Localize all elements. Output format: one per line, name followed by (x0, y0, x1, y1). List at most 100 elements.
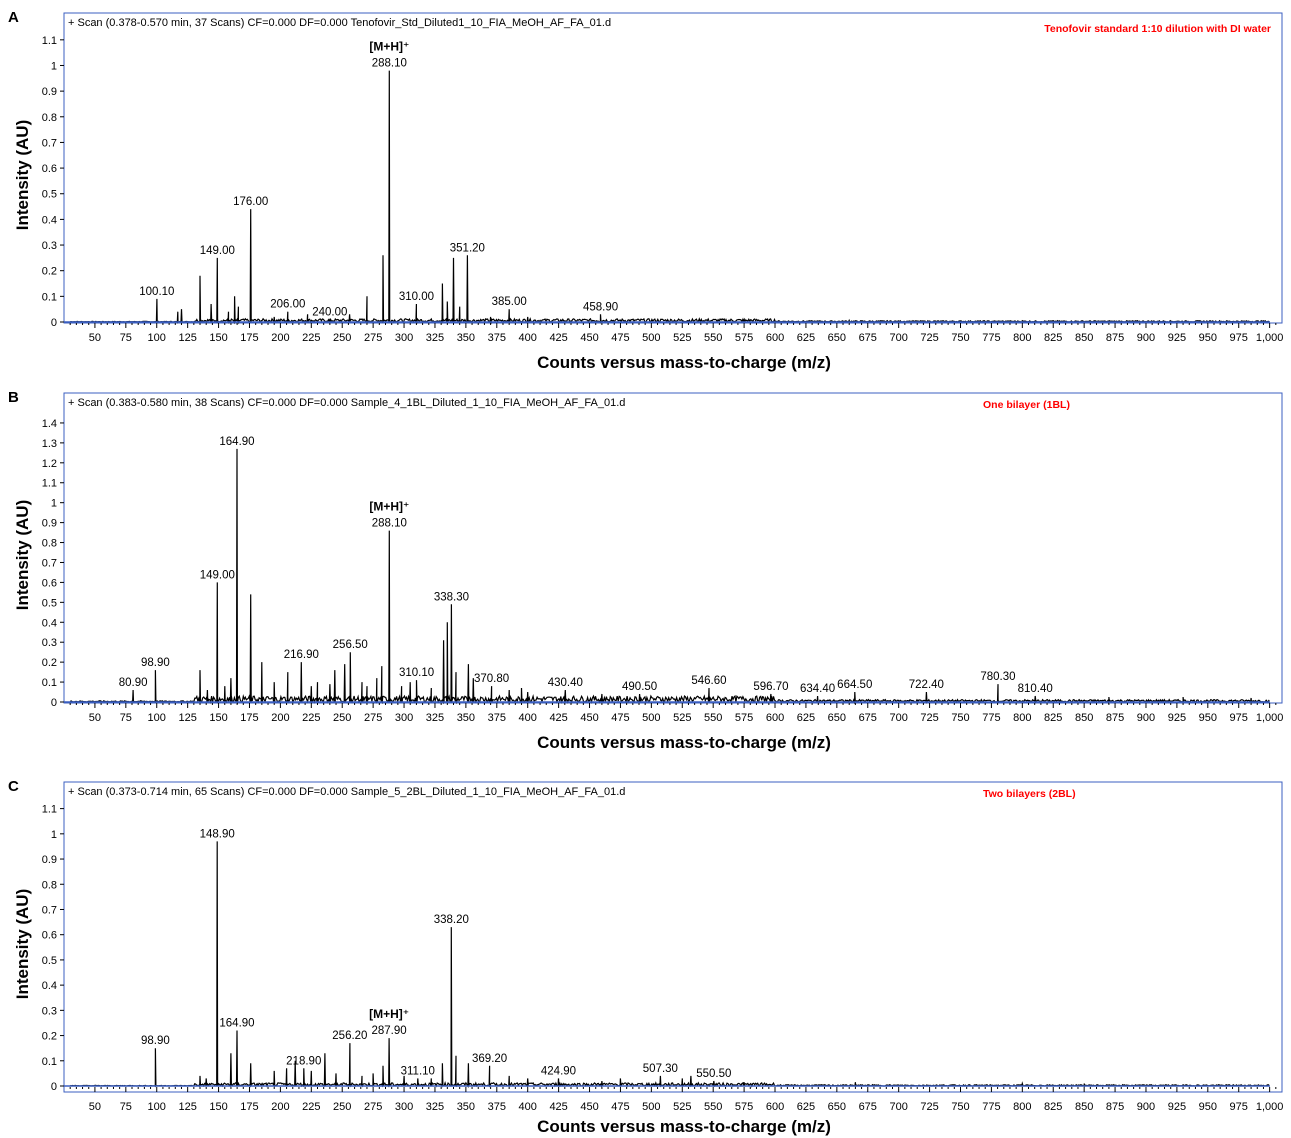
y-tick-label: 0.3 (42, 240, 57, 252)
x-tick-label: 975 (1230, 332, 1248, 344)
peak-label: 218.90 (286, 1055, 321, 1067)
x-ticks-b: 50 75 100 125 150 175 200 225 250 275 300 325 350 375… (69, 703, 1284, 724)
x-tick-label: 350 (457, 332, 475, 344)
peak-label: 310.00 (399, 291, 434, 303)
scan-header-b: + Scan (0.383-0.580 min, 38 Scans) CF=0.… (68, 397, 625, 409)
x-tick-label: 375 (488, 712, 506, 724)
y-tick-label: 0.4 (42, 617, 57, 629)
y-tick-label: 0.7 (42, 557, 57, 569)
x-tick-label: 450 (580, 1101, 598, 1113)
x-tick-label: 475 (611, 712, 629, 724)
x-tick-label: 625 (797, 712, 815, 724)
x-tick-label: 275 (364, 332, 382, 344)
panel-letter-c: C (8, 778, 19, 795)
y-tick-label: 0.3 (42, 637, 57, 649)
y-tick-label: 1.1 (42, 478, 57, 490)
x-tick-label: 350 (457, 1101, 475, 1113)
x-tick-label: 225 (302, 712, 320, 724)
x-tick-label: 600 (766, 712, 784, 724)
x-tick-label: 300 (395, 332, 413, 344)
x-tick-label: 625 (797, 1101, 815, 1113)
ion-label-a: [M+H]⁺ (369, 40, 409, 54)
x-tick-label: 975 (1230, 712, 1248, 724)
peak-label: 148.90 (200, 828, 235, 840)
y-tick-label: 0.9 (42, 518, 57, 530)
x-tick-label: 850 (1075, 712, 1093, 724)
x-tick-label: 750 (951, 332, 969, 344)
x-tick-label: 450 (580, 712, 598, 724)
y-tick-label: 0 (51, 697, 57, 709)
y-tick-label: 0.1 (42, 291, 57, 303)
peak-label: 490.50 (622, 681, 657, 693)
y-tick-label: 0.4 (42, 980, 57, 992)
panel-b: B + Scan (0.383-0.580 min, 38 Scans) CF=… (8, 389, 1283, 752)
peak-label: 369.20 (472, 1053, 507, 1065)
x-tick-label: 875 (1106, 1101, 1124, 1113)
x-tick-label: 675 (859, 712, 877, 724)
x-axis-label-c: Counts versus mass-to-charge (m/z) (537, 1117, 831, 1136)
x-tick-label: 175 (240, 1101, 258, 1113)
peak-label: 98.90 (141, 1035, 170, 1047)
x-tick-label: 550 (704, 712, 722, 724)
x-tick-label: 425 (549, 332, 567, 344)
x-tick-label: 450 (580, 332, 598, 344)
y-ticks-b: 0 0.1 0.2 0.3 0.4 0.5 0.6 0.7 0.8 0.9 1 1.1 1.2 1.3 1.… (42, 418, 64, 709)
x-tick-label: 700 (889, 712, 907, 724)
x-tick-label: 750 (951, 1101, 969, 1113)
y-tick-label: 1.1 (42, 35, 57, 47)
x-tick-label: 325 (426, 712, 444, 724)
x-tick-label: 700 (889, 332, 907, 344)
x-tick-label: 600 (766, 332, 784, 344)
peak-label: 149.00 (200, 569, 235, 581)
x-tick-label: 200 (271, 332, 289, 344)
y-tick-label: 0.2 (42, 1031, 57, 1043)
x-tick-label: 375 (488, 1101, 506, 1113)
peak-label: 176.00 (233, 196, 268, 208)
x-tick-label: 100 (148, 1101, 166, 1113)
x-tick-label: 525 (673, 332, 691, 344)
x-tick-label: 900 (1137, 1101, 1155, 1113)
x-tick-label: 1,000 (1256, 712, 1284, 724)
x-tick-label: 50 (89, 1101, 101, 1113)
y-tick-label: 0.8 (42, 538, 57, 550)
x-tick-label: 550 (704, 1101, 722, 1113)
x-tick-label: 600 (766, 1101, 784, 1113)
x-tick-label: 950 (1199, 712, 1217, 724)
y-tick-label: 0.7 (42, 137, 57, 149)
peak-label: 338.30 (434, 591, 469, 603)
x-tick-label: 800 (1013, 712, 1031, 724)
sample-annotation-c: Two bilayers (2BL) (983, 788, 1076, 800)
x-tick-label: 825 (1044, 712, 1062, 724)
x-tick-label: 1,000 (1256, 1101, 1284, 1113)
x-tick-label: 100 (148, 712, 166, 724)
x-tick-label: 775 (982, 1101, 1000, 1113)
x-tick-label: 275 (364, 712, 382, 724)
y-tick-label: 0.5 (42, 955, 57, 967)
x-tick-label: 500 (642, 332, 660, 344)
x-tick-label: 875 (1106, 332, 1124, 344)
ion-label-c: [M+H]⁺ (369, 1007, 409, 1021)
y-tick-label: 0.8 (42, 112, 57, 124)
scan-header-c: + Scan (0.373-0.714 min, 65 Scans) CF=0.… (68, 786, 625, 798)
y-tick-label: 0.2 (42, 657, 57, 669)
x-tick-label: 125 (178, 1101, 196, 1113)
x-tick-label: 325 (426, 1101, 444, 1113)
peak-label: 780.30 (980, 671, 1015, 683)
y-tick-label: 0.2 (42, 266, 57, 278)
x-tick-label: 50 (89, 332, 101, 344)
y-tick-label: 0.6 (42, 163, 57, 175)
y-tick-label: 1 (51, 829, 57, 841)
peak-label: 664.50 (837, 679, 872, 691)
y-tick-label: 0.6 (42, 577, 57, 589)
y-tick-label: 1.2 (42, 458, 57, 470)
y-tick-label: 0.6 (42, 930, 57, 942)
peak-label: 430.40 (548, 677, 583, 689)
peak-label: 507.30 (643, 1063, 678, 1075)
x-axis-label-b: Counts versus mass-to-charge (m/z) (537, 733, 831, 752)
x-tick-label: 200 (271, 712, 289, 724)
x-tick-label: 650 (828, 1101, 846, 1113)
plot-frame-c (63, 781, 1283, 1093)
panel-letter-b: B (8, 389, 19, 406)
x-tick-label: 900 (1137, 712, 1155, 724)
